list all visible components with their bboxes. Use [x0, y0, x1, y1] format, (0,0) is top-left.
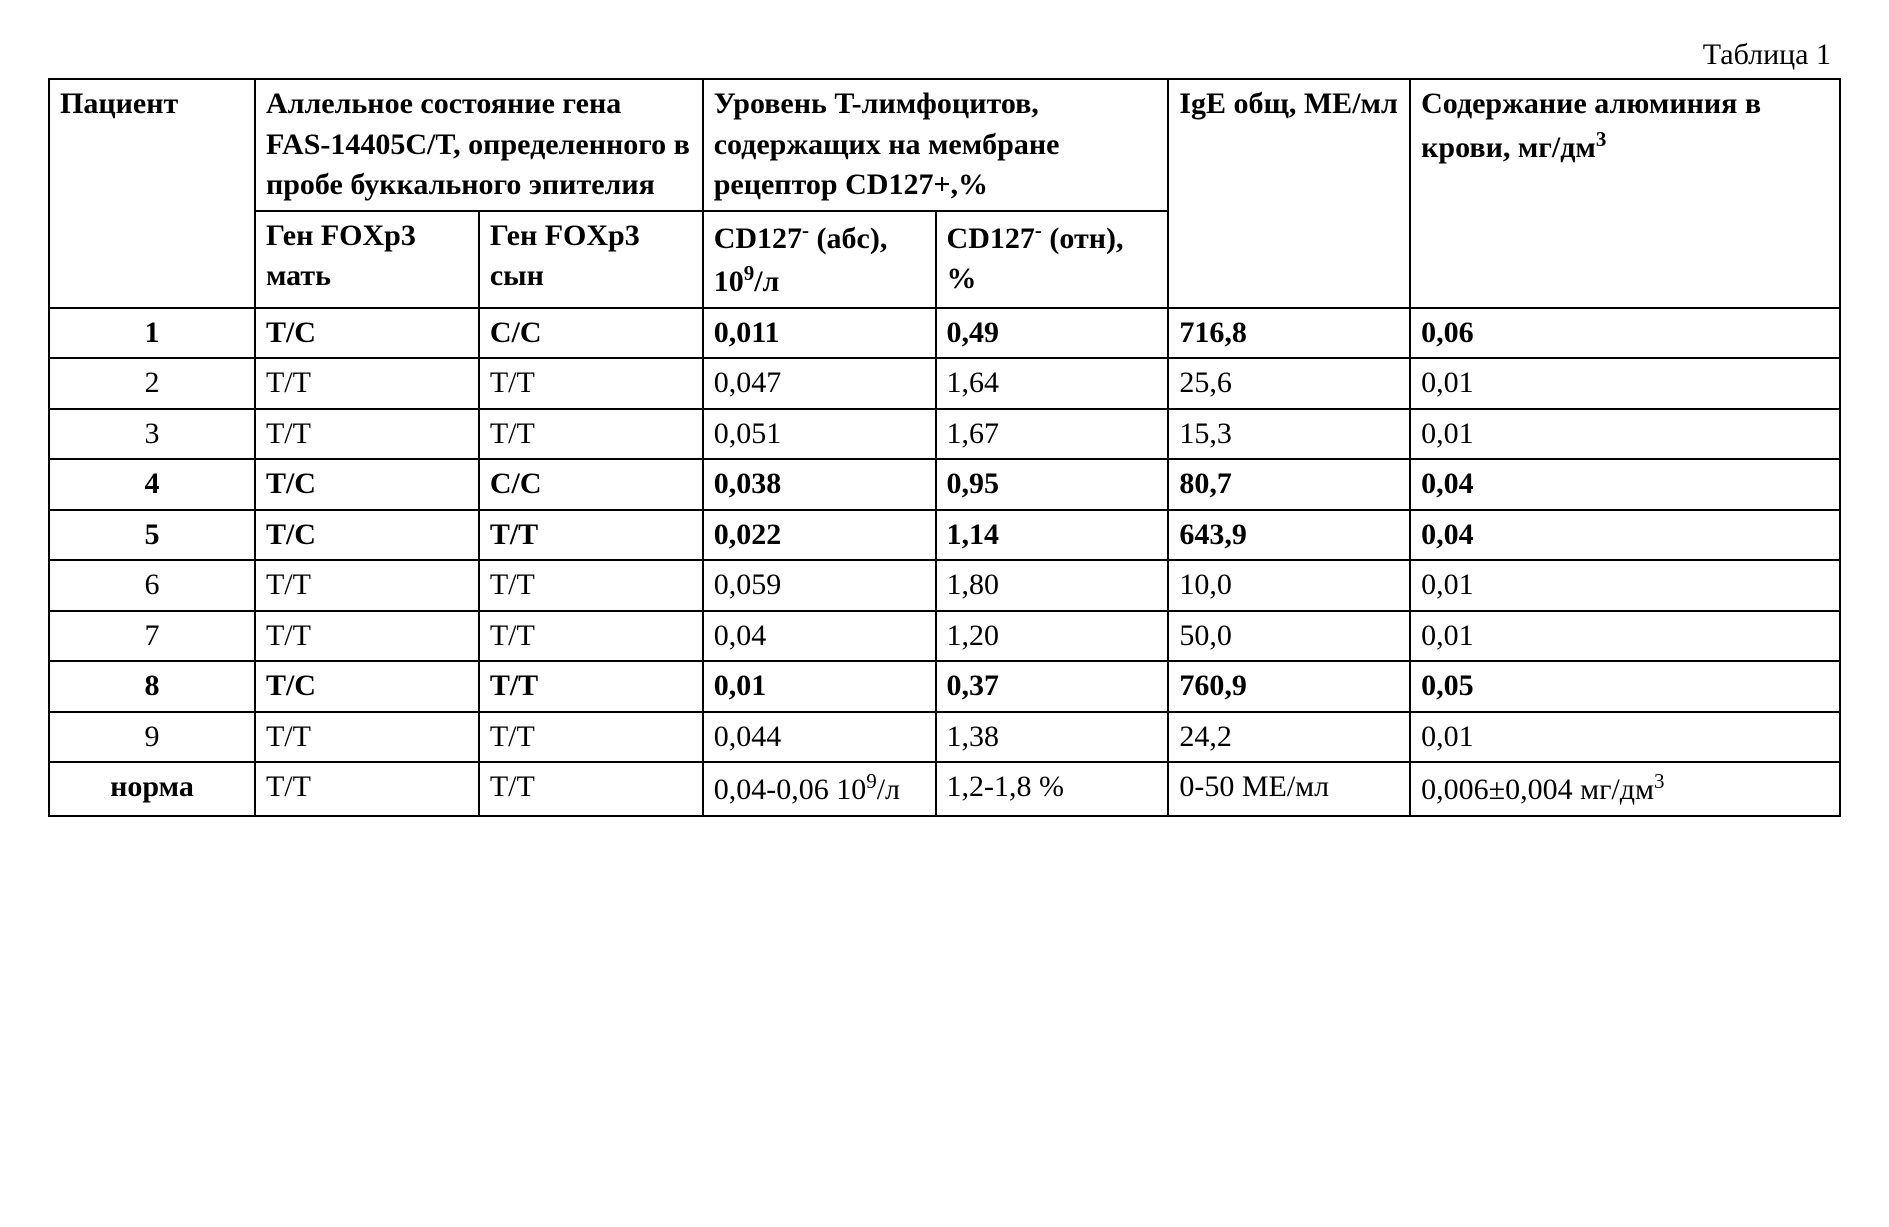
cell-son: T/T: [479, 762, 703, 816]
cell-patient: 6: [49, 560, 255, 611]
data-table: Пациент Аллельное состояние гена FAS-144…: [48, 78, 1841, 817]
header-aluminum: Содержание алюминия в крови, мг/дм3: [1410, 79, 1840, 308]
cell-mother: T/C: [255, 661, 479, 712]
cell-patient: 1: [49, 308, 255, 359]
cell-son: T/T: [479, 712, 703, 763]
cell-abs: 0,059: [703, 560, 936, 611]
cell-patient: 9: [49, 712, 255, 763]
cell-abs: 0,01: [703, 661, 936, 712]
header-foxp3-son: Ген FOXp3 сын: [479, 211, 703, 308]
cell-son: T/T: [479, 560, 703, 611]
cell-al: 0,04: [1410, 459, 1840, 510]
cell-patient: 3: [49, 409, 255, 460]
cell-abs: 0,04-0,06 109/л: [703, 762, 936, 816]
cell-rel: 1,64: [936, 358, 1169, 409]
cell-mother: T/T: [255, 762, 479, 816]
cell-ige: 0-50 МЕ/мл: [1168, 762, 1410, 816]
cell-ige: 760,9: [1168, 661, 1410, 712]
cell-mother: T/T: [255, 409, 479, 460]
header-t-lymph: Уровень T-лимфоцитов, содержащих на мемб…: [703, 79, 1169, 211]
cell-abs: 0,047: [703, 358, 936, 409]
table-row: 7T/TT/T0,041,2050,00,01: [49, 611, 1840, 662]
table-row: 4T/CC/C0,0380,9580,70,04: [49, 459, 1840, 510]
cell-mother: T/C: [255, 510, 479, 561]
header-patient: Пациент: [49, 79, 255, 308]
cell-ige: 10,0: [1168, 560, 1410, 611]
cell-al: 0,05: [1410, 661, 1840, 712]
cell-al: 0,01: [1410, 358, 1840, 409]
cell-son: T/T: [479, 611, 703, 662]
cell-rel: 0,37: [936, 661, 1169, 712]
table-row: 2T/TT/T0,0471,6425,60,01: [49, 358, 1840, 409]
cell-ige: 24,2: [1168, 712, 1410, 763]
cell-ige: 50,0: [1168, 611, 1410, 662]
cell-abs: 0,011: [703, 308, 936, 359]
cell-patient: 2: [49, 358, 255, 409]
cell-rel: 1,80: [936, 560, 1169, 611]
header-row-1: Пациент Аллельное состояние гена FAS-144…: [49, 79, 1840, 211]
cell-mother: T/T: [255, 358, 479, 409]
cell-abs: 0,044: [703, 712, 936, 763]
header-ige: IgE общ, МЕ/мл: [1168, 79, 1410, 308]
cell-patient: 7: [49, 611, 255, 662]
table-row: 9T/TT/T0,0441,3824,20,01: [49, 712, 1840, 763]
table-row: 5T/CT/T0,0221,14643,90,04: [49, 510, 1840, 561]
cell-son: C/C: [479, 459, 703, 510]
cell-son: T/T: [479, 358, 703, 409]
cell-patient: 5: [49, 510, 255, 561]
cell-al: 0,006±0,004 мг/дм3: [1410, 762, 1840, 816]
cell-al: 0,01: [1410, 712, 1840, 763]
cell-abs: 0,051: [703, 409, 936, 460]
header-foxp3-mother: Ген FOXp3 мать: [255, 211, 479, 308]
cell-ige: 643,9: [1168, 510, 1410, 561]
table-body: 1T/CC/C0,0110,49716,80,062T/TT/T0,0471,6…: [49, 308, 1840, 816]
table-caption: Таблица 1: [48, 38, 1841, 72]
cell-son: T/T: [479, 661, 703, 712]
cell-rel: 1,2-1,8 %: [936, 762, 1169, 816]
cell-rel: 1,14: [936, 510, 1169, 561]
cell-patient: норма: [49, 762, 255, 816]
header-cd127-abs: CD127- (абс), 109/л: [703, 211, 936, 308]
cell-ige: 716,8: [1168, 308, 1410, 359]
cell-abs: 0,022: [703, 510, 936, 561]
cell-al: 0,06: [1410, 308, 1840, 359]
cell-al: 0,04: [1410, 510, 1840, 561]
cell-son: T/T: [479, 409, 703, 460]
cell-mother: T/T: [255, 560, 479, 611]
cell-rel: 1,67: [936, 409, 1169, 460]
cell-patient: 8: [49, 661, 255, 712]
table-row: 6T/TT/T0,0591,8010,00,01: [49, 560, 1840, 611]
cell-mother: T/C: [255, 308, 479, 359]
cell-rel: 1,38: [936, 712, 1169, 763]
cell-al: 0,01: [1410, 560, 1840, 611]
cell-rel: 1,20: [936, 611, 1169, 662]
cell-patient: 4: [49, 459, 255, 510]
cell-son: T/T: [479, 510, 703, 561]
header-allelic-state: Аллельное состояние гена FAS-14405C/T, о…: [255, 79, 703, 211]
table-row: 3T/TT/T0,0511,6715,30,01: [49, 409, 1840, 460]
cell-mother: T/C: [255, 459, 479, 510]
table-row-norm: нормаT/TT/T0,04-0,06 109/л1,2-1,8 %0-50 …: [49, 762, 1840, 816]
table-row: 8T/CT/T0,010,37760,90,05: [49, 661, 1840, 712]
cell-son: C/C: [479, 308, 703, 359]
cell-mother: T/T: [255, 611, 479, 662]
cell-ige: 15,3: [1168, 409, 1410, 460]
header-cd127-rel: CD127- (отн), %: [936, 211, 1169, 308]
cell-ige: 25,6: [1168, 358, 1410, 409]
cell-ige: 80,7: [1168, 459, 1410, 510]
cell-abs: 0,038: [703, 459, 936, 510]
cell-al: 0,01: [1410, 611, 1840, 662]
table-row: 1T/CC/C0,0110,49716,80,06: [49, 308, 1840, 359]
cell-abs: 0,04: [703, 611, 936, 662]
cell-rel: 0,49: [936, 308, 1169, 359]
cell-rel: 0,95: [936, 459, 1169, 510]
cell-mother: T/T: [255, 712, 479, 763]
cell-al: 0,01: [1410, 409, 1840, 460]
